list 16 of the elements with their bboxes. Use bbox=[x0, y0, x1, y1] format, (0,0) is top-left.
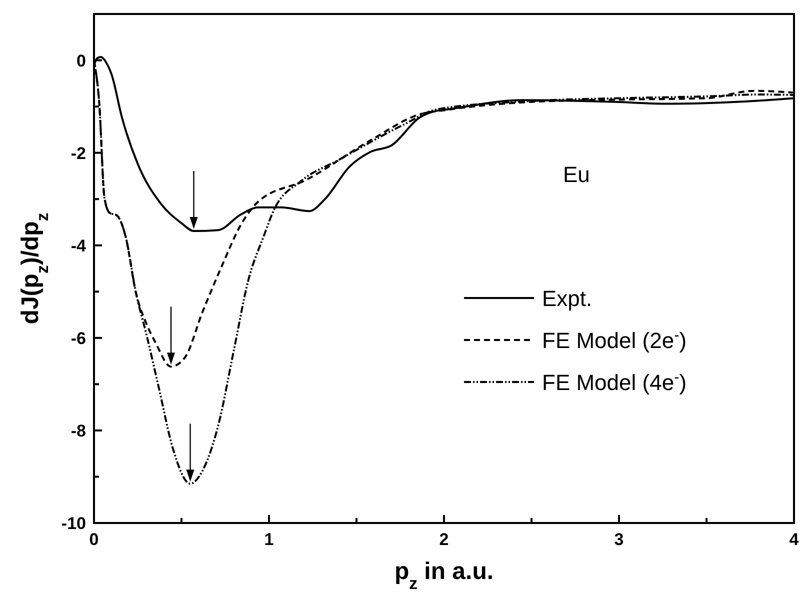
y-tick-label: -10 bbox=[61, 514, 86, 533]
legend-label: Expt. bbox=[542, 286, 592, 311]
y-tick-label: -6 bbox=[70, 328, 86, 348]
x-axis-title: p$_{z}$ in a.u. bbox=[394, 558, 494, 592]
x-tick-label: 3 bbox=[614, 530, 624, 549]
annotation: Eu bbox=[563, 162, 590, 187]
y-tick-label: -4 bbox=[70, 236, 87, 256]
legend-label: FE Model (4e$^{-}$) bbox=[542, 368, 687, 395]
x-tick-label: 0 bbox=[89, 530, 99, 549]
x-tick-label: 1 bbox=[264, 530, 274, 549]
x-tick-label: 2 bbox=[439, 530, 449, 549]
x-tick-label: 4 bbox=[789, 530, 800, 549]
y-tick-label: 0 bbox=[76, 51, 86, 70]
y-tick-label: -2 bbox=[70, 144, 86, 163]
legend-label: FE Model (2e$^{-}$) bbox=[542, 326, 687, 353]
y-tick-label: -8 bbox=[70, 421, 86, 440]
